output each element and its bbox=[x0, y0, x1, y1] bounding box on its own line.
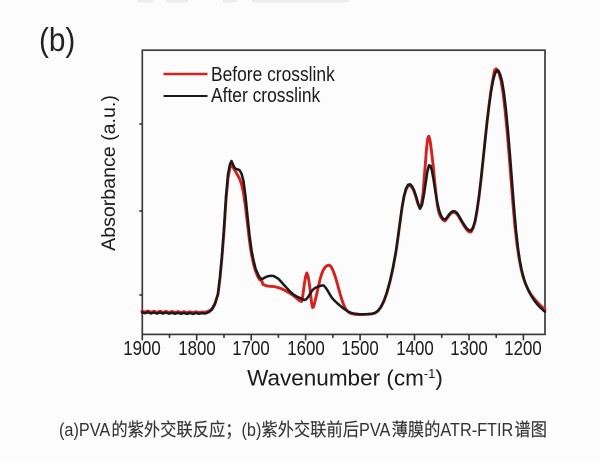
svg-text:ATR-FTIR: ATR-FTIR bbox=[440, 420, 513, 440]
svg-text:PVA: PVA bbox=[359, 420, 391, 440]
svg-text:(a)PVA: (a)PVA bbox=[59, 420, 111, 440]
svg-text:(b): (b) bbox=[242, 420, 262, 440]
